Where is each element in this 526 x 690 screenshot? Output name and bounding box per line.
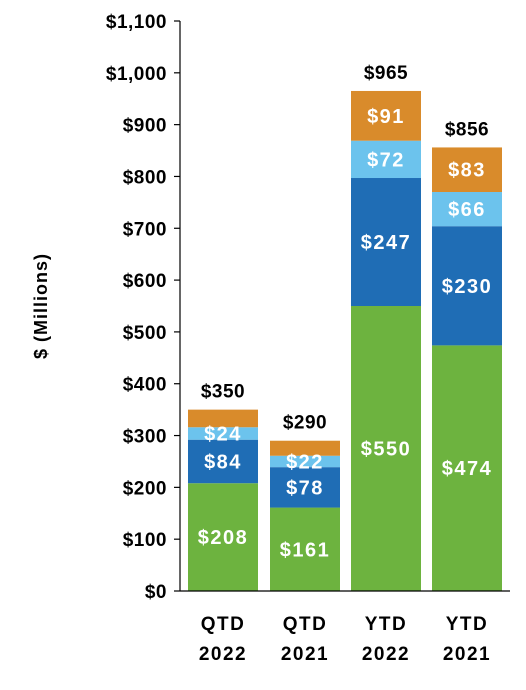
x-tick-label: 2021 (443, 644, 491, 665)
bar-segment (270, 507, 340, 591)
y-axis: $0 $100 $200 $300 $400 $500 $600 $700 $800 $900 $1… (106, 12, 181, 603)
segment-value-label: $24 (204, 423, 242, 445)
x-tick-label: QTD (283, 614, 328, 635)
y-tick-label: $1,000 (106, 64, 167, 85)
x-tick-label: QTD (201, 614, 246, 635)
y-tick-label: $600 (123, 271, 167, 292)
segment-value-label: $247 (361, 232, 412, 254)
segment-value-label: $72 (367, 149, 405, 171)
x-tick-label: YTD (446, 614, 489, 635)
total-value-label: $856 (445, 119, 489, 140)
bar-segment (188, 427, 258, 440)
bar-segment (188, 483, 258, 591)
y-tick-label: $500 (123, 323, 167, 344)
y-tick-label: $200 (123, 478, 167, 499)
bar-segment (351, 140, 421, 179)
bar-segment (188, 409, 258, 428)
bar-segment (351, 178, 421, 306)
segment-value-label: $161 (280, 539, 331, 561)
segment-value-label: $84 (204, 451, 242, 473)
x-tick-label: YTD (365, 614, 408, 635)
y-tick-label: $800 (123, 167, 167, 188)
segment-value-label: $474 (442, 458, 493, 480)
bar-segment (432, 147, 502, 192)
y-tick-label: $1,100 (106, 12, 167, 33)
bar-segment (432, 226, 502, 346)
segment-value-label: $550 (361, 439, 412, 461)
x-axis: QTD 2022 QTD 2021 YTD 2022 YTD 2021 (180, 590, 510, 665)
y-tick-label: $100 (123, 530, 167, 551)
bar-segment (351, 90, 421, 141)
segment-value-label: $83 (448, 160, 486, 182)
bar-segment (432, 192, 502, 227)
y-tick-label: $300 (123, 427, 167, 448)
segment-value-label: $208 (198, 527, 249, 549)
segment-value-label: $230 (442, 276, 493, 298)
segment-value-label: $78 (286, 477, 324, 499)
y-tick-label: $700 (123, 219, 167, 240)
segment-value-label: $66 (448, 199, 486, 221)
segment-value-label: $91 (367, 106, 405, 128)
bar-segment (432, 345, 502, 591)
y-tick-label: $400 (123, 375, 167, 396)
bar-segment (351, 306, 421, 591)
bar-segment (188, 439, 258, 484)
x-tick-label: 2022 (362, 644, 410, 665)
segment-value-label: $22 (286, 451, 324, 473)
bar-segment (270, 467, 340, 508)
x-tick-label: 2022 (199, 644, 247, 665)
bars (188, 90, 502, 591)
total-value-label: $965 (364, 63, 408, 84)
y-tick-label: $900 (123, 116, 167, 137)
bar-segment (270, 455, 340, 468)
bar-segment (270, 440, 340, 456)
data-labels: $208 $84 $24 $350 $161 $78 $22 $290 $550 $247 $72 $… (198, 63, 493, 561)
total-value-label: $350 (201, 382, 245, 403)
x-tick-label: 2021 (281, 644, 329, 665)
y-tick-label: $0 (145, 582, 167, 603)
y-axis-label: $ (Millions) (31, 253, 51, 359)
total-value-label: $290 (283, 413, 327, 434)
